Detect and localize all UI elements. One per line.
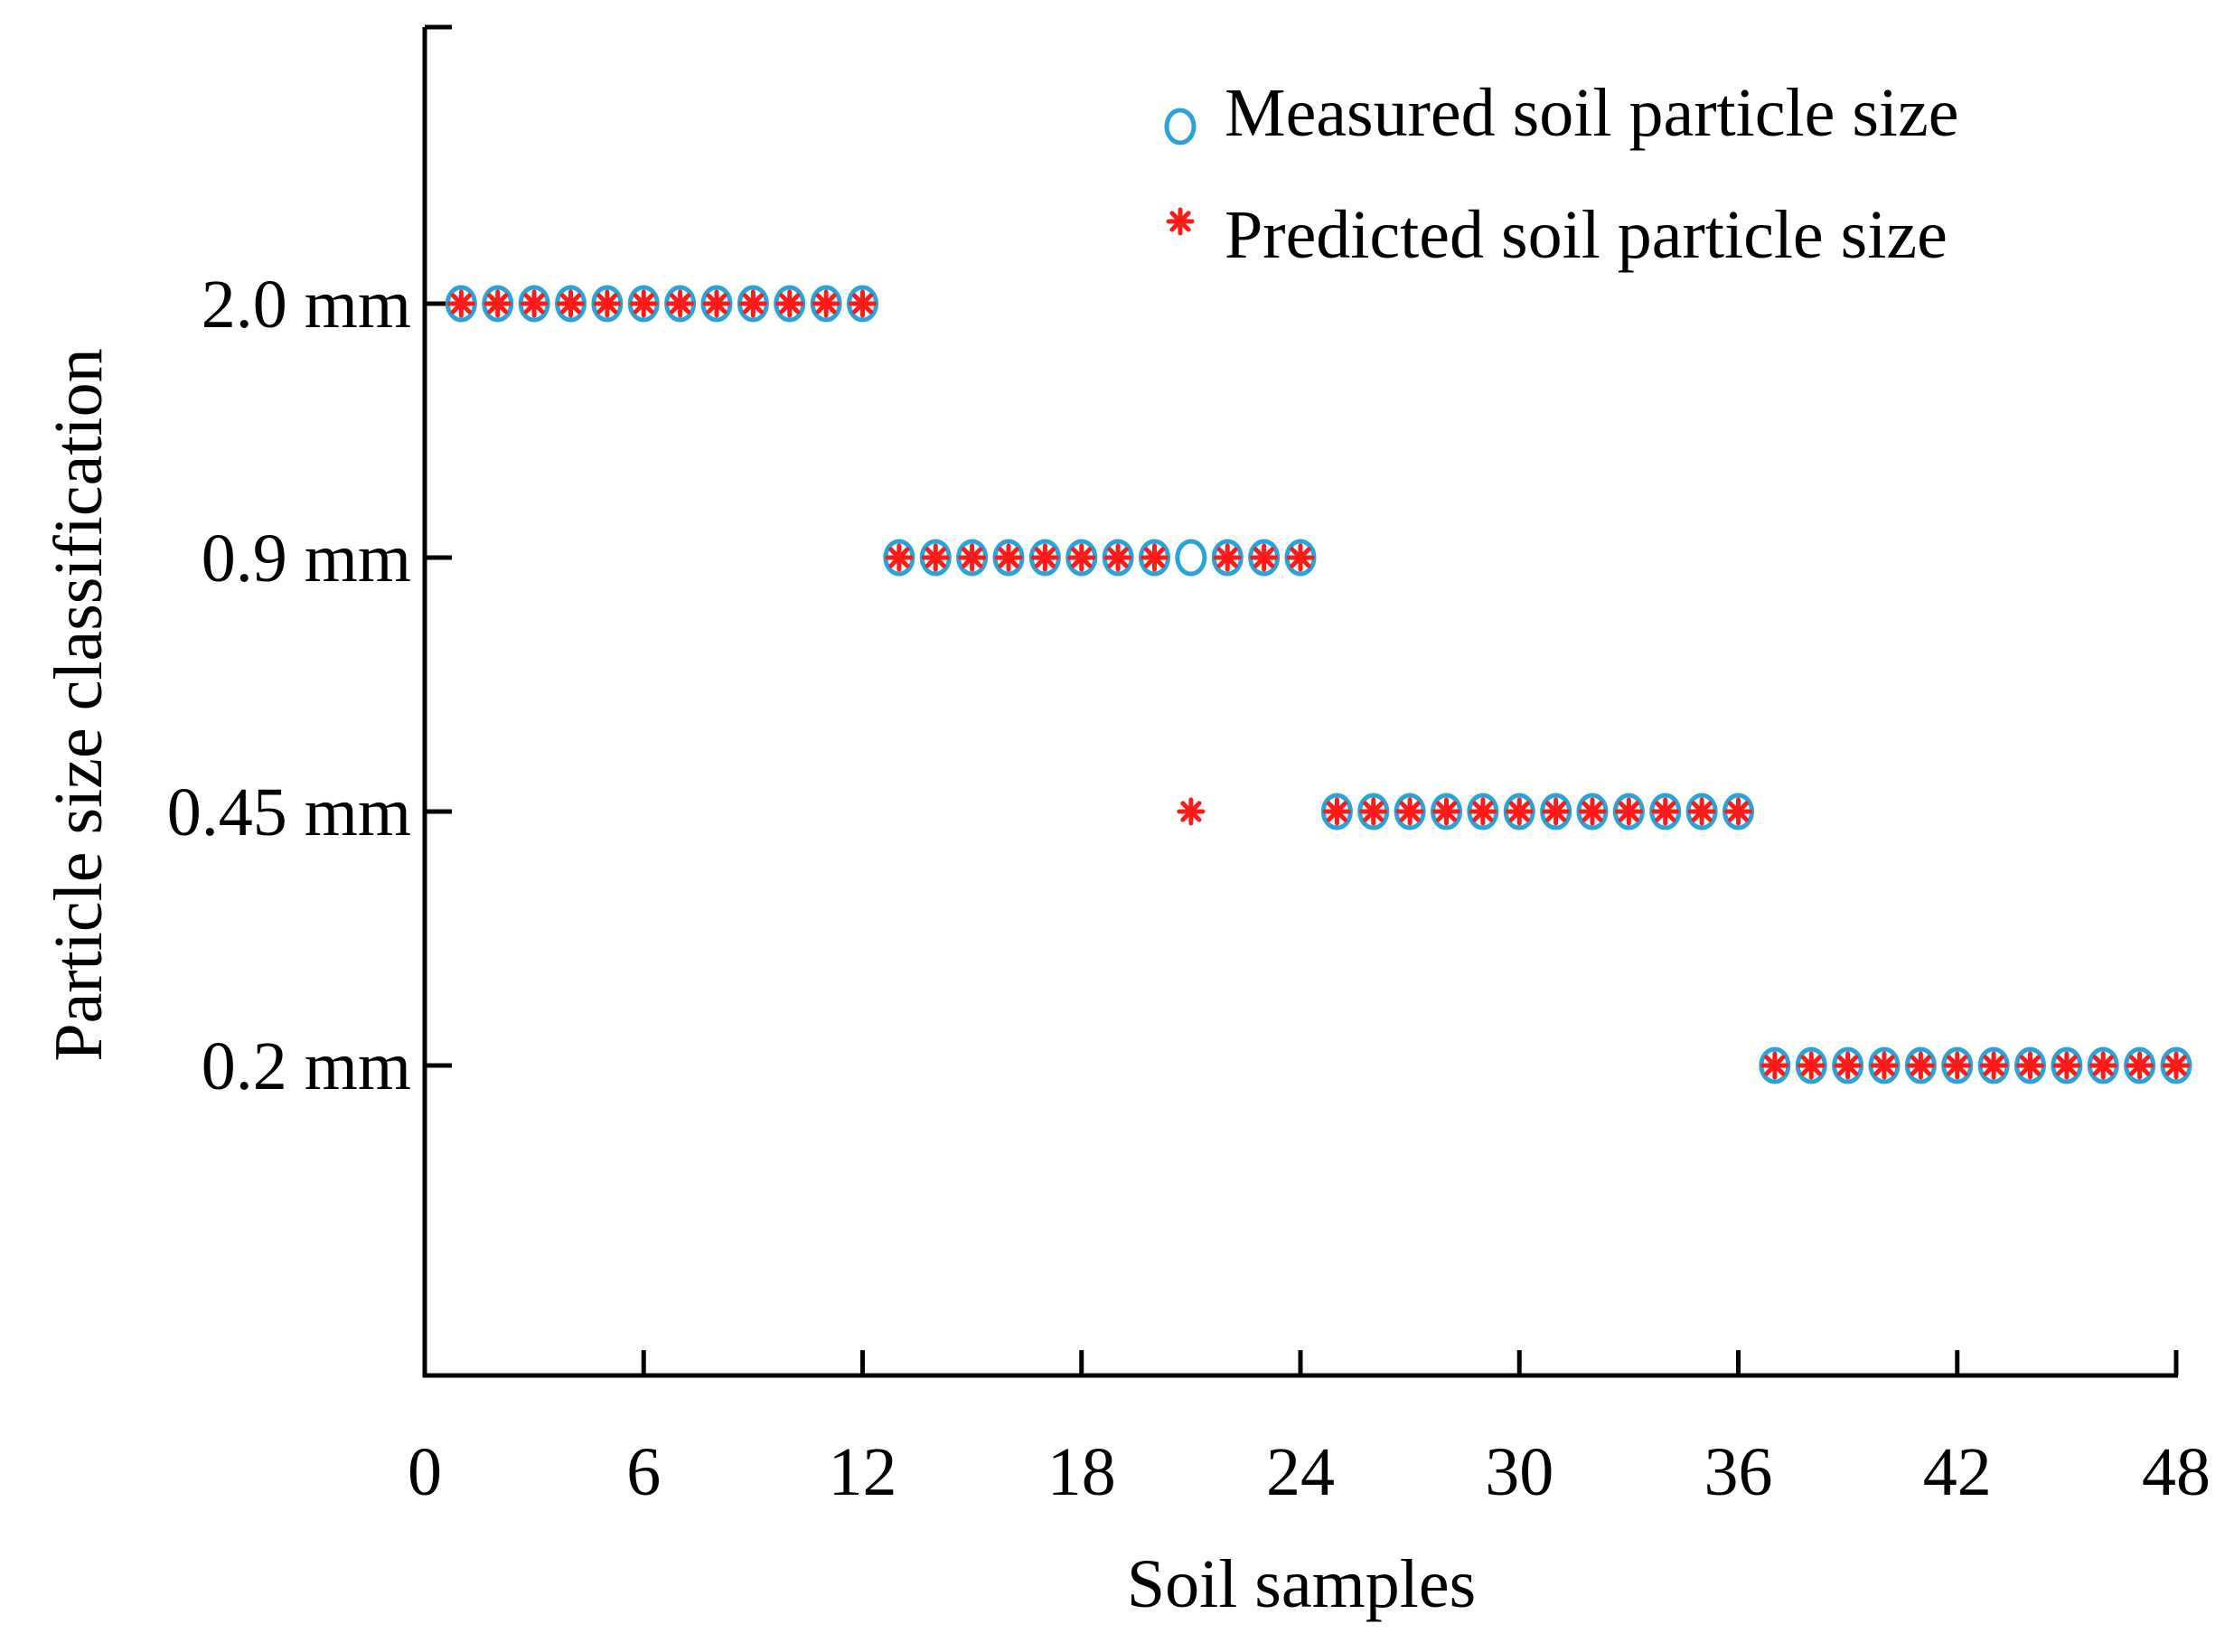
predicted-point [520,289,549,318]
predicted-point [1067,543,1096,572]
predicted-point [2126,1051,2154,1080]
predicted-point [1870,1051,1899,1080]
legend-star-icon [1166,207,1195,236]
predicted-point [1834,1051,1863,1080]
x-tick-label: 18 [1047,1434,1116,1510]
measured-point [1175,539,1207,577]
predicted-point [1724,797,1752,826]
predicted-point [849,289,877,318]
legend-label-measured: Measured soil particle size [1225,75,1958,151]
predicted-point [1103,543,1132,572]
legend: Measured soil particle size Predicted so… [1164,75,1958,273]
x-ticks: 0 6 12 18 24 30 36 42 48 [408,1350,2211,1510]
predicted-point [994,543,1023,572]
predicted-point [593,289,622,318]
predicted-point [1687,797,1716,826]
y-tick-label: 0.9 mm [202,521,411,596]
predicted-point [1797,1051,1826,1080]
predicted-point [1432,797,1460,826]
predicted-point [1760,1051,1789,1080]
y-tick-label: 0.2 mm [202,1028,411,1104]
x-tick-label: 24 [1266,1434,1335,1510]
predicted-point [483,289,512,318]
x-tick-label: 6 [626,1434,661,1510]
predicted-point [2016,1051,2044,1080]
predicted-point [446,289,475,318]
y-axis-title: Particle size classification [41,348,117,1061]
predicted-point [1542,797,1571,826]
y-tick-label: 2.0 mm [202,267,411,343]
predicted-point [812,289,840,318]
predicted-point [1322,797,1351,826]
x-tick-label: 12 [829,1434,897,1510]
predicted-point [1614,797,1643,826]
x-tick-label: 48 [2142,1434,2211,1510]
predicted-point [702,289,731,318]
predicted-point [1286,543,1315,572]
predicted-point [885,543,914,572]
predicted-point [1906,1051,1935,1080]
predicted-point [1651,797,1680,826]
x-tick-label: 30 [1485,1434,1553,1510]
predicted-point [1250,543,1279,572]
predicted-point [1030,543,1059,572]
legend-circle-icon [1164,108,1197,145]
predicted-point [775,289,804,318]
predicted-point [557,289,585,318]
predicted-point [1578,797,1607,826]
x-tick-label: 36 [1704,1434,1773,1510]
predicted-point [629,289,658,318]
predicted-point [1177,797,1206,826]
predicted-point [921,543,950,572]
predicted-point [1140,543,1169,572]
predicted-point [1943,1051,1972,1080]
data-points [445,285,2192,1084]
predicted-point [1979,1051,2008,1080]
y-tick-label: 0.45 mm [167,774,411,850]
legend-marker-predicted [1166,207,1195,236]
predicted-point [2162,1051,2191,1080]
predicted-point [2052,1051,2081,1080]
predicted-point [958,543,987,572]
predicted-point [1505,797,1534,826]
predicted-point [1469,797,1497,826]
y-ticks: 0.2 mm 0.45 mm 0.9 mm 2.0 mm [167,267,452,1104]
legend-label-predicted: Predicted soil particle size [1225,197,1948,273]
x-tick-label: 0 [408,1434,442,1510]
predicted-point [666,289,695,318]
predicted-point [2089,1051,2117,1080]
predicted-point [1213,543,1242,572]
predicted-point [1359,797,1388,826]
x-axis-title: Soil samples [1127,1546,1476,1622]
legend-marker-measured [1164,108,1197,145]
predicted-point [738,289,767,318]
predicted-point [1395,797,1424,826]
x-tick-label: 42 [1923,1434,1992,1510]
